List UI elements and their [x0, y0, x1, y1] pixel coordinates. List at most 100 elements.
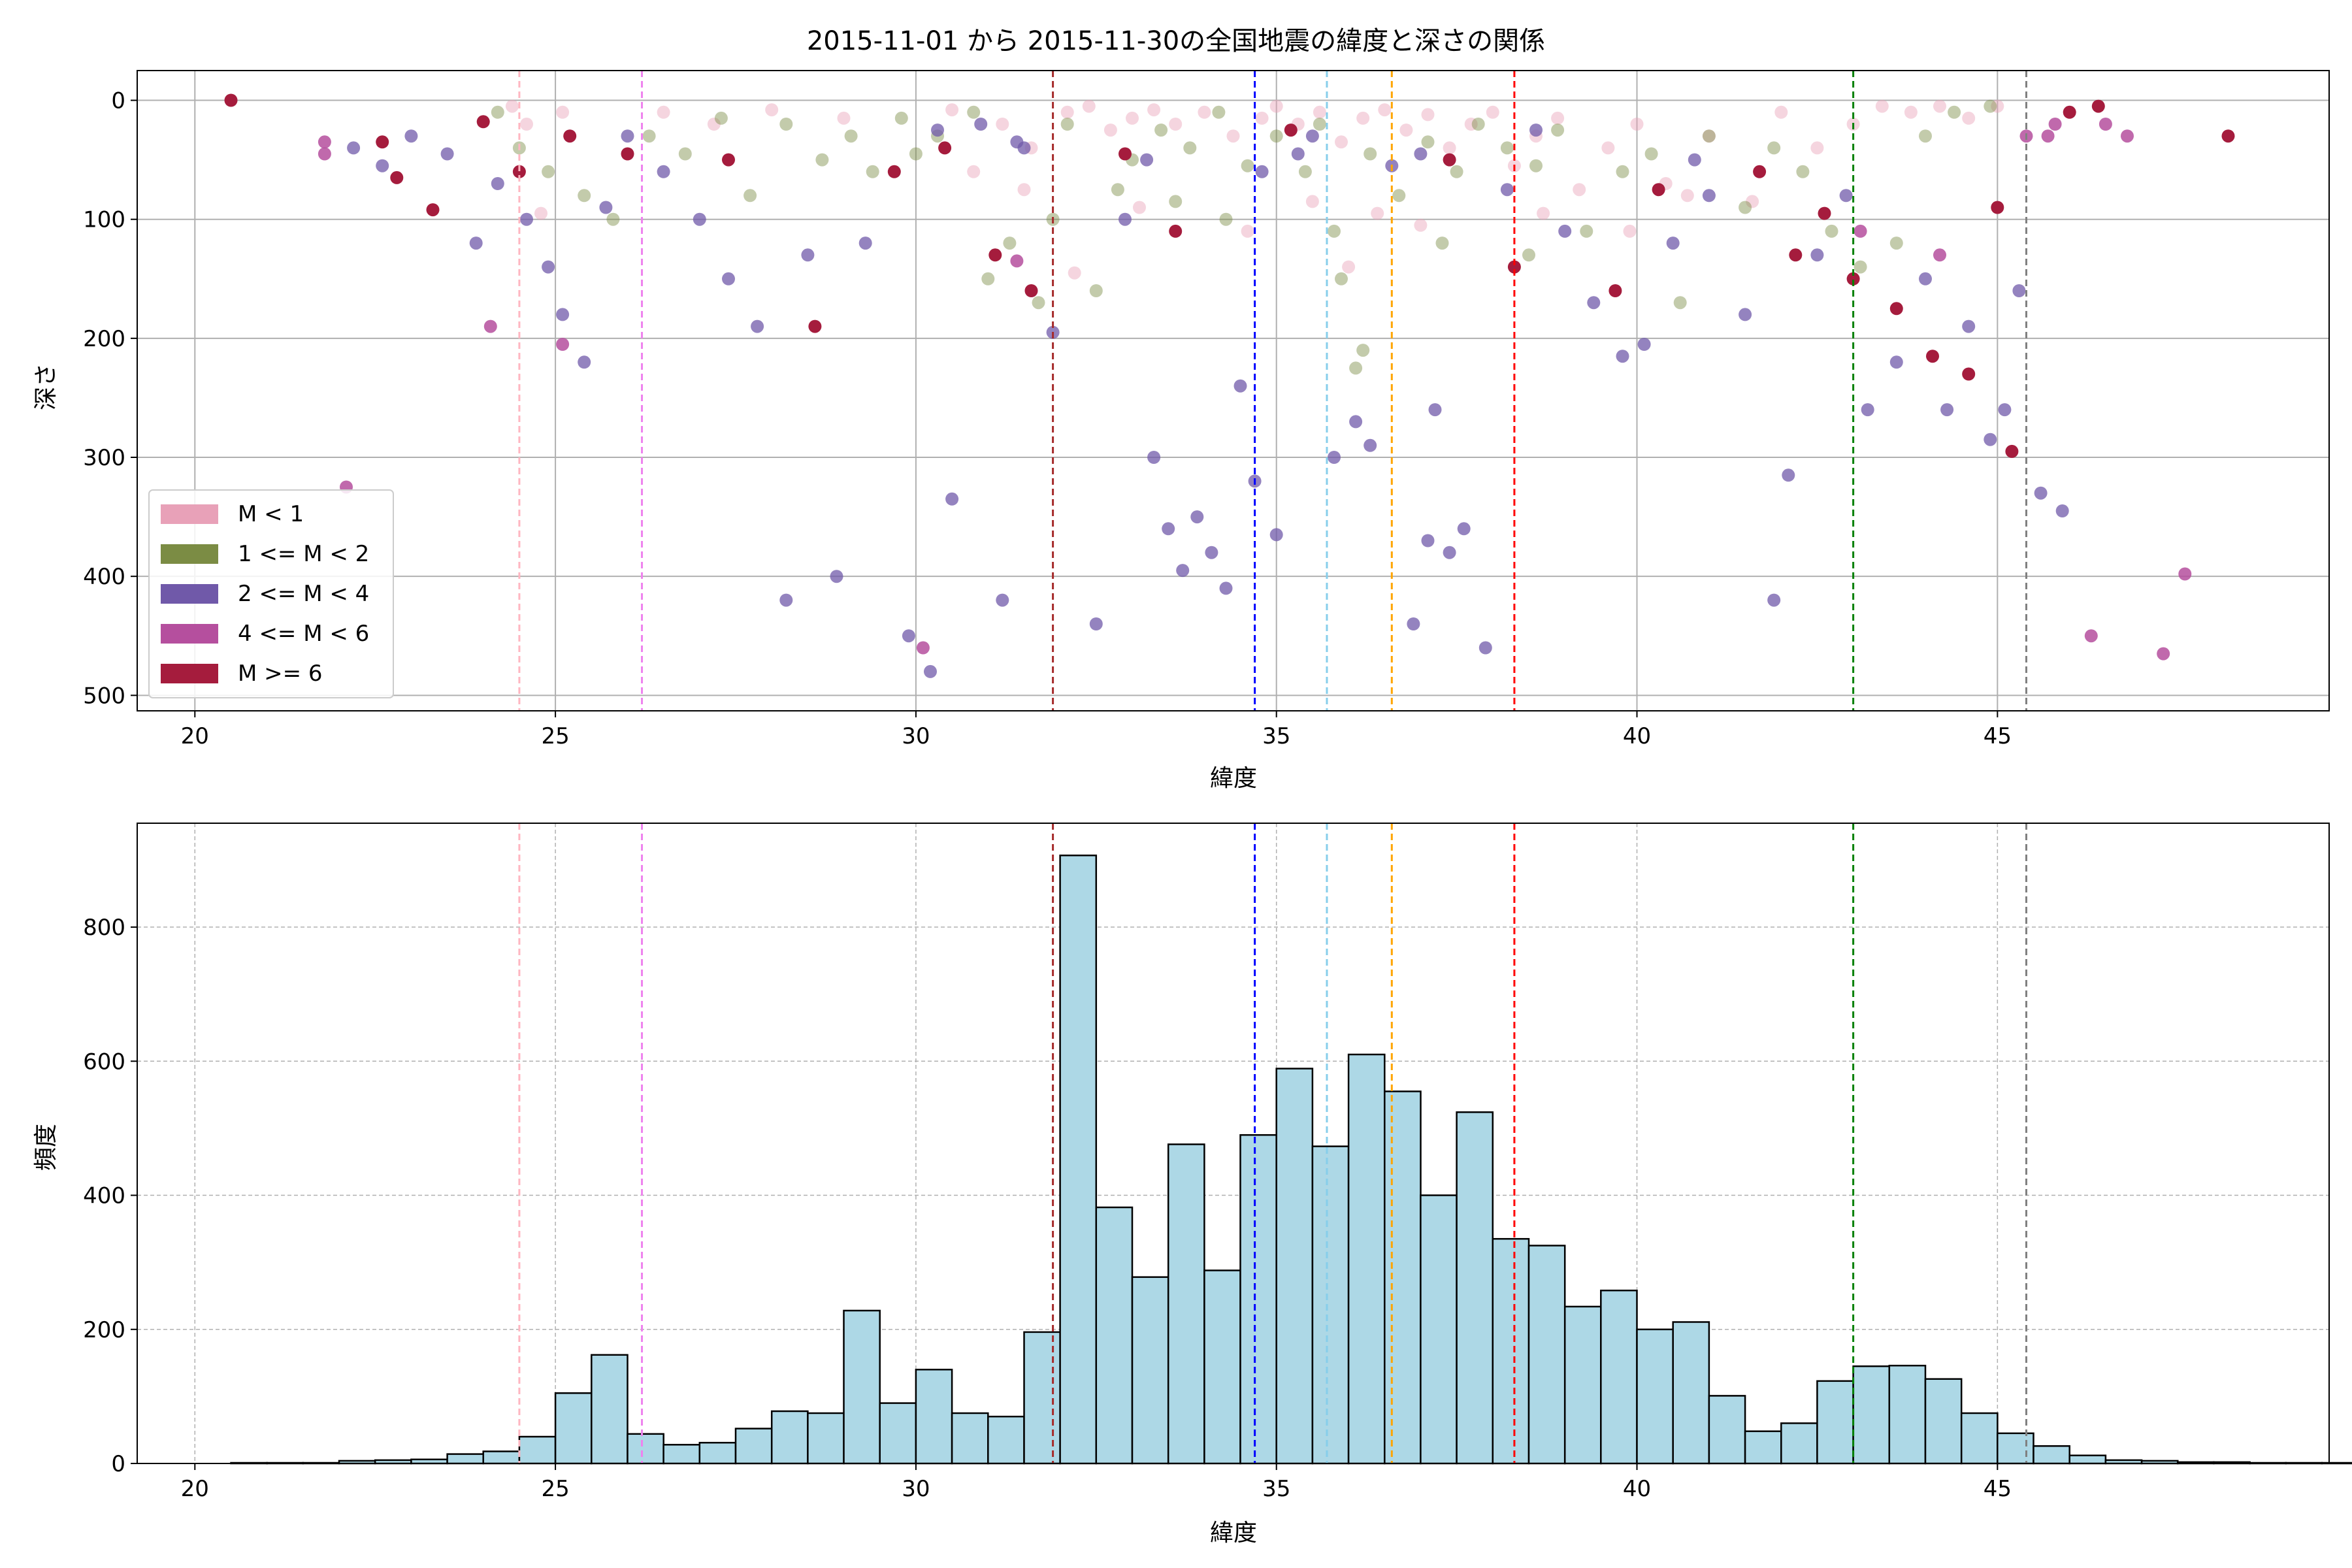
histogram-x-tick-label: 35 — [1262, 1476, 1290, 1502]
scatter-point — [1414, 147, 1428, 161]
scatter-point — [1854, 224, 1867, 238]
scatter-point — [1219, 581, 1233, 595]
scatter-point — [1846, 272, 1860, 286]
scatter-point — [2063, 105, 2076, 119]
scatter-point — [1739, 308, 1752, 321]
scatter-point — [1673, 296, 1687, 310]
scatter-y-tick-label: 100 — [83, 207, 125, 233]
scatter-point — [1010, 135, 1024, 149]
histogram-x-tick-label: 45 — [1984, 1476, 2012, 1502]
scatter-point — [376, 159, 389, 172]
scatter-point — [779, 593, 793, 607]
scatter-point — [1746, 195, 1759, 208]
scatter-point — [924, 664, 937, 678]
scatter-point — [1984, 433, 1997, 446]
scatter-point — [1305, 129, 1319, 143]
scatter-point — [1926, 350, 1939, 363]
scatter-point — [1818, 206, 1831, 220]
histogram-panel: 20 25 30 35 40 45 0 200 400 600 800 緯度 頻度 — [33, 823, 2352, 1546]
scatter-point — [1551, 123, 1565, 137]
scatter-point — [902, 629, 915, 643]
scatter-point — [578, 189, 591, 203]
scatter-point — [1680, 189, 1694, 203]
scatter-point — [1119, 147, 1132, 161]
scatter-point — [1962, 111, 1976, 125]
histogram-bar — [807, 1412, 845, 1465]
histogram-x-axis-label: 緯度 — [1210, 1520, 1257, 1546]
scatter-point — [318, 147, 331, 161]
histogram-bar — [1600, 1289, 1638, 1465]
scatter-points — [224, 93, 2235, 678]
histogram-bar — [1816, 1380, 1854, 1465]
scatter-point — [1133, 201, 1146, 214]
figure-title: 2015-11-01 から 2015-11-30の全国地震の緯度と深さの関係 — [807, 26, 1545, 56]
scatter-point — [1371, 206, 1384, 220]
scatter-point — [1068, 266, 1081, 280]
scatter-point — [1089, 284, 1103, 297]
scatter-point — [1190, 510, 1204, 524]
scatter-point — [1356, 111, 1370, 125]
scatter-point — [1226, 129, 1240, 143]
scatter-point — [837, 111, 851, 125]
scatter-x-tick-label: 45 — [1984, 723, 2012, 749]
scatter-y-ticks: 0 100 200 300 400 500 — [83, 88, 137, 709]
histogram-plot-frame — [137, 823, 2330, 1464]
histogram-bar — [1852, 1365, 1891, 1465]
histogram-bar — [1275, 1068, 1314, 1465]
scatter-point — [1609, 284, 1622, 297]
histogram-bar — [734, 1428, 773, 1465]
scatter-point — [779, 118, 793, 131]
scatter-point — [678, 147, 692, 161]
scatter-point — [1399, 123, 1413, 137]
scatter-point — [931, 123, 944, 137]
scatter-point — [1183, 141, 1197, 155]
scatter-point — [1652, 183, 1665, 197]
scatter-point — [815, 153, 829, 167]
scatter-point — [440, 147, 454, 161]
histogram-bar — [627, 1433, 664, 1465]
histogram-bar — [1672, 1321, 1710, 1465]
histogram-bar — [1239, 1134, 1277, 1465]
scatter-point — [988, 248, 1002, 262]
scatter-point — [1889, 302, 1903, 316]
scatter-point — [967, 105, 981, 119]
scatter-point — [1702, 189, 1716, 203]
scatter-point — [1889, 237, 1903, 250]
scatter-point — [2055, 504, 2069, 517]
scatter-point — [2157, 647, 2170, 661]
scatter-point — [657, 165, 670, 178]
scatter-point — [483, 319, 497, 333]
scatter-point — [1789, 248, 1803, 262]
histogram-bar — [1456, 1111, 1494, 1465]
scatter-point — [1284, 123, 1298, 137]
scatter-point — [1529, 123, 1543, 137]
scatter-legend-swatch — [161, 664, 218, 683]
scatter-point — [1269, 129, 1283, 143]
scatter-point — [1587, 296, 1601, 310]
scatter-point — [1616, 165, 1629, 178]
scatter-point — [1024, 284, 1038, 297]
scatter-point — [1861, 403, 1874, 417]
scatter-point — [534, 206, 547, 220]
scatter-point — [1147, 451, 1161, 464]
scatter-point — [318, 135, 331, 149]
scatter-point — [1356, 344, 1370, 357]
scatter-point — [390, 171, 404, 184]
scatter-point — [1335, 272, 1348, 286]
scatter-point — [1212, 105, 1226, 119]
scatter-point — [909, 147, 923, 161]
scatter-point — [1889, 355, 1903, 369]
scatter-point — [844, 129, 858, 143]
histogram-bar — [662, 1444, 701, 1465]
scatter-point — [512, 165, 526, 178]
scatter-point — [1962, 367, 1976, 381]
histogram-bar — [879, 1402, 917, 1465]
histogram-bar — [698, 1441, 737, 1465]
scatter-point — [1471, 118, 1485, 131]
histogram-bar — [770, 1410, 809, 1465]
histogram-bar — [1167, 1143, 1205, 1465]
scatter-point — [1702, 129, 1716, 143]
histogram-bars — [230, 855, 2352, 1465]
histogram-bar — [1744, 1430, 1782, 1465]
scatter-y-tick-label: 300 — [83, 445, 125, 471]
